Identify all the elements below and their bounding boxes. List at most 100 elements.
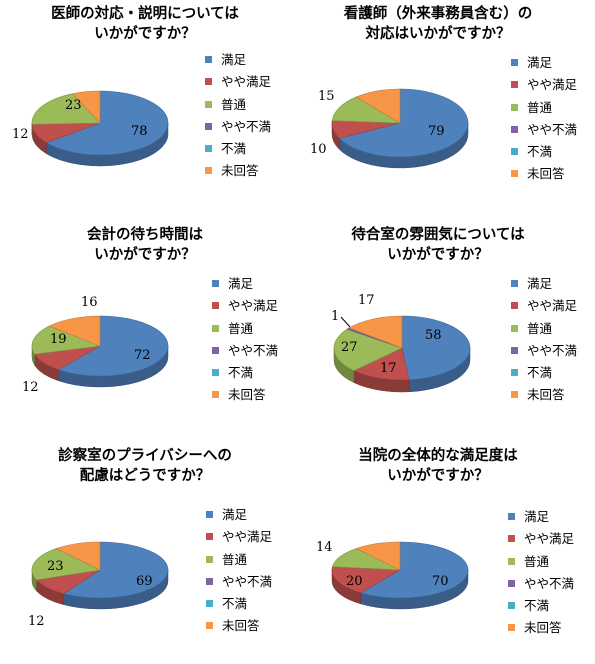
- data-label: 16: [81, 295, 98, 310]
- legend-swatch: [205, 167, 212, 175]
- legend-item: 満足: [212, 276, 278, 298]
- legend-label: 不満: [228, 365, 254, 381]
- legend-label: 満足: [527, 55, 553, 70]
- legend-item: 未回答: [511, 387, 577, 409]
- legend-swatch: [511, 125, 518, 133]
- legend-swatch: [508, 624, 515, 632]
- data-label: 78: [131, 124, 148, 139]
- chart-title-line-1: 当院の全体的な満足度は: [358, 447, 518, 464]
- chart-legend: 満足 やや満足 普通 やや不満 不満 未回答: [212, 276, 278, 410]
- legend-swatch: [205, 145, 212, 153]
- legend-label: やや満足: [527, 77, 578, 93]
- legend-item: 普通: [205, 97, 271, 119]
- pie-slice: [45, 90, 169, 156]
- legend-label: やや不満: [527, 342, 578, 358]
- chart-panel-waiting-room: 待合室の雰囲気については いかがですか？ 満足 やや満足 普通 やや不満 不満 …: [298, 221, 595, 442]
- legend-swatch: [508, 557, 515, 565]
- data-label: 10: [310, 142, 327, 157]
- chart-panel-doctor: 医師の対応・説明については いかがですか？ 満足 やや満足 普通 やや不満 不満…: [0, 0, 297, 221]
- chart-title-line-2: いかがですか？: [387, 467, 489, 484]
- legend-item: やや不満: [212, 343, 278, 365]
- data-label: 58: [425, 328, 442, 343]
- legend-swatch: [212, 369, 219, 377]
- legend-swatch: [511, 59, 518, 66]
- legend-label: 満足: [527, 276, 553, 291]
- legend-swatch: [511, 391, 518, 399]
- legend-swatch: [206, 577, 213, 585]
- data-label: 79: [428, 124, 445, 139]
- legend-swatch: [212, 346, 219, 354]
- legend-item: 満足: [508, 509, 574, 531]
- chart-title-line-1: 診察室のプライバシーへの: [58, 447, 232, 464]
- chart-title-line-1: 看護師（外来事務員含む）の: [343, 5, 533, 22]
- legend-item: 不満: [511, 144, 577, 166]
- legend-swatch: [511, 148, 518, 156]
- chart-legend: 満足 やや満足 普通 やや不満 不満 未回答: [205, 52, 271, 186]
- legend-label: やや不満: [221, 118, 272, 134]
- chart-title-line-1: 会計の待ち時間は: [87, 226, 203, 243]
- legend-item: 未回答: [205, 163, 271, 185]
- pie-chart: [333, 315, 471, 393]
- legend-item: 不満: [205, 141, 271, 163]
- legend-label: 未回答: [221, 163, 259, 179]
- legend-item: 普通: [206, 552, 272, 574]
- chart-title: 会計の待ち時間は いかがですか？: [10, 225, 280, 265]
- legend-swatch: [511, 81, 518, 89]
- chart-title: 看護師（外来事務員含む）の 対応はいかがですか？: [303, 4, 573, 44]
- chart-title-line-2: いかがですか？: [94, 25, 196, 42]
- legend-swatch: [212, 324, 219, 332]
- pie-chart: [31, 90, 169, 167]
- pie-slice: [401, 315, 471, 381]
- pie-slice: [55, 541, 101, 571]
- legend-swatch: [212, 391, 219, 399]
- legend-swatch: [206, 600, 213, 608]
- pie-slice: [355, 88, 401, 124]
- legend-label: 普通: [527, 99, 553, 115]
- data-label: 69: [136, 574, 153, 589]
- legend-swatch: [508, 535, 515, 543]
- legend-item: やや満足: [212, 298, 278, 320]
- legend-label: 満足: [228, 276, 254, 291]
- legend-item: 普通: [511, 100, 577, 122]
- legend-item: やや満足: [508, 531, 574, 553]
- legend-swatch: [511, 170, 518, 178]
- legend-item: 不満: [511, 365, 577, 387]
- chart-title: 当院の全体的な満足度は いかがですか？: [303, 446, 573, 486]
- legend-swatch: [508, 579, 515, 587]
- legend-swatch: [206, 622, 213, 630]
- pie-slice: [355, 541, 401, 571]
- legend-label: 未回答: [524, 620, 562, 636]
- legend-swatch: [206, 555, 213, 563]
- data-label: 17: [358, 293, 375, 308]
- legend-label: 満足: [524, 509, 550, 524]
- legend-swatch: [511, 324, 518, 332]
- legend-item: 不満: [212, 365, 278, 387]
- chart-title: 待合室の雰囲気については いかがですか？: [303, 225, 573, 265]
- legend-label: 普通: [527, 320, 553, 336]
- chart-title-line-1: 医師の対応・説明については: [51, 5, 239, 22]
- legend-item: 満足: [205, 52, 271, 74]
- chart-panel-billing: 会計の待ち時間は いかがですか？ 満足 やや満足 普通 やや不満 不満 未回答 …: [0, 221, 297, 442]
- legend-item: 普通: [511, 321, 577, 343]
- legend-item: 未回答: [206, 618, 272, 640]
- legend-label: 不満: [527, 365, 553, 381]
- data-label: 72: [134, 348, 151, 363]
- legend-item: 満足: [511, 276, 577, 298]
- legend-swatch: [206, 511, 213, 518]
- data-label: 27: [341, 340, 358, 355]
- legend-item: やや満足: [511, 77, 577, 99]
- data-label: 15: [318, 89, 335, 104]
- pie-slice: [348, 315, 403, 349]
- legend-item: 満足: [511, 55, 577, 77]
- legend-item: やや不満: [206, 574, 272, 596]
- legend-swatch: [508, 602, 515, 610]
- legend-label: やや不満: [524, 575, 575, 591]
- data-label: 70: [432, 574, 449, 589]
- pie-chart: [31, 315, 169, 388]
- legend-label: やや満足: [222, 529, 273, 545]
- legend-swatch: [511, 346, 518, 354]
- legend-item: 未回答: [508, 620, 574, 642]
- chart-title: 診察室のプライバシーへの 配慮はどうですか？: [10, 446, 280, 486]
- chart-panel-overall: 当院の全体的な満足度は いかがですか？ 満足 やや満足 普通 やや不満 不満 未…: [298, 442, 595, 663]
